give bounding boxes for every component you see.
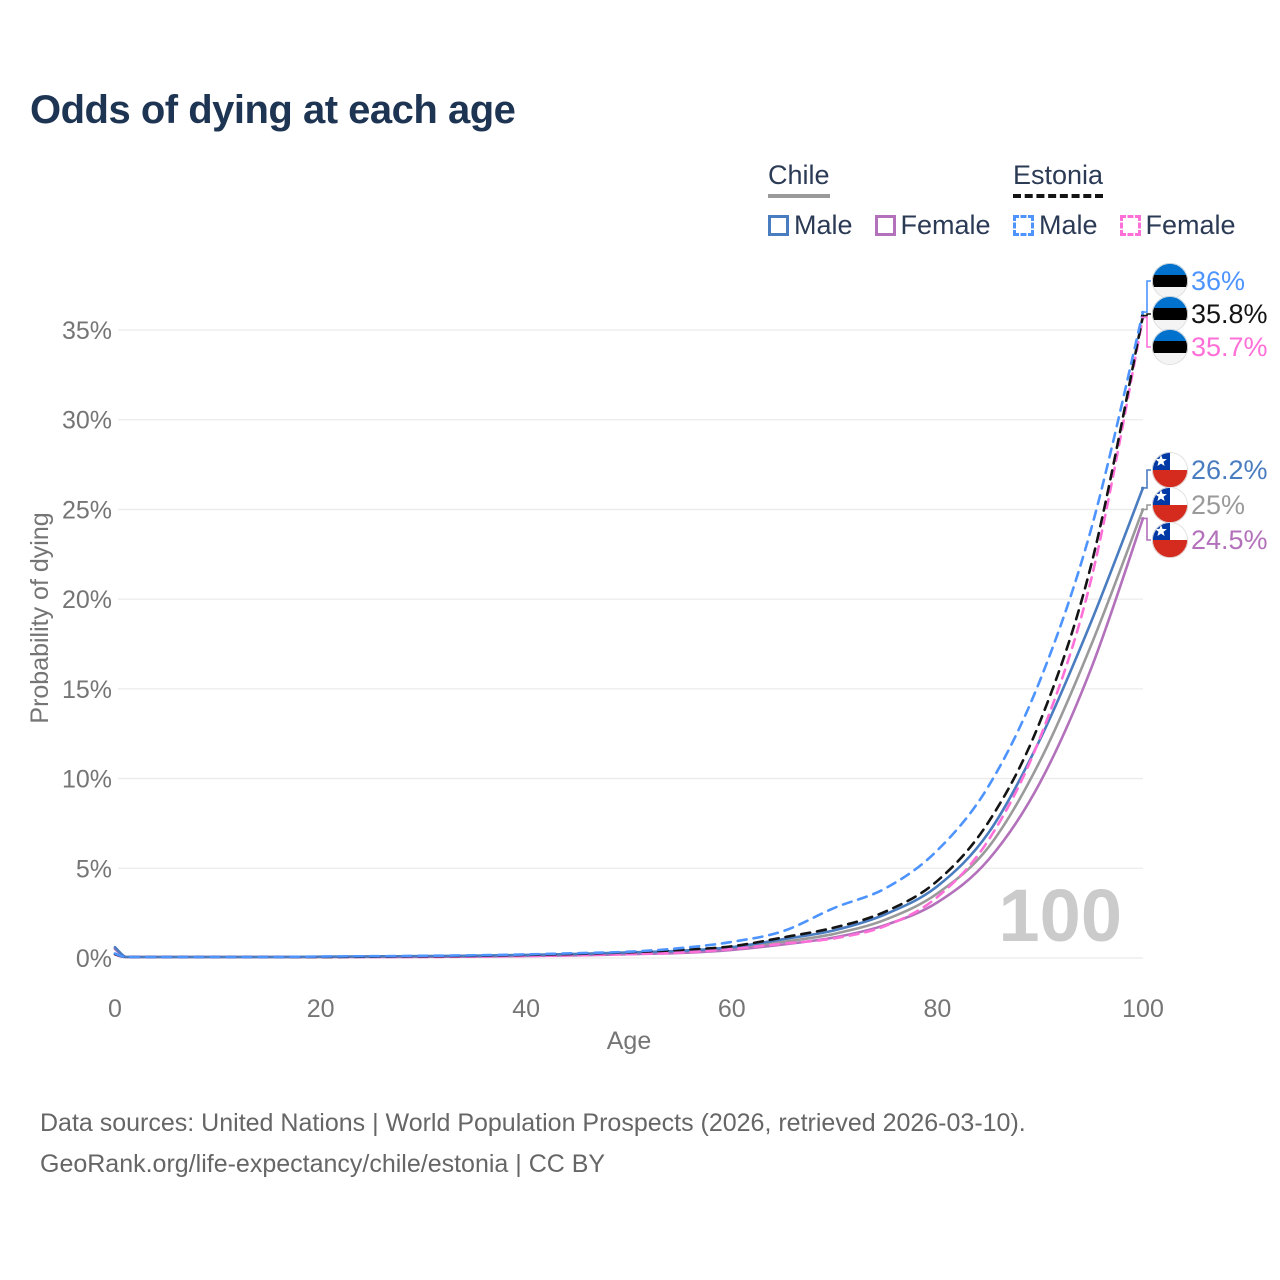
leader-line [1141, 316, 1151, 348]
legend-item-estonia-male: Male [1013, 210, 1098, 241]
license-line: GeoRank.org/life-expectancy/chile/estoni… [40, 1150, 606, 1178]
x-axis-tick-label: 80 [923, 995, 951, 1023]
y-axis-tick-label: 30% [62, 407, 112, 435]
legend-item-chile-female: Female [874, 210, 991, 241]
x-axis-tick-label: 0 [108, 995, 122, 1023]
legend-item-estonia-female: Female [1119, 210, 1236, 241]
end-value-label: 35.8% [1191, 299, 1268, 329]
leader-line [1141, 504, 1151, 511]
source-attribution: Data sources: United Nations | World Pop… [40, 1103, 1026, 1185]
x-axis-tick-label: 100 [1122, 995, 1164, 1023]
end-value-label: 24.5% [1191, 525, 1268, 555]
estonia-female-swatch-icon [1119, 215, 1141, 236]
legend-header-estonia: Estonia [1013, 160, 1236, 198]
y-axis-tick-label: 25% [62, 496, 112, 524]
legend-item-chile-male: Male [768, 210, 853, 241]
x-axis-tick-label: 20 [307, 995, 335, 1023]
chile-flag-icon [1152, 452, 1188, 488]
chile-female-swatch-icon [874, 215, 896, 236]
legend-group-estonia: Estonia Male Female [1013, 160, 1236, 241]
end-value-label: 25% [1191, 490, 1245, 520]
y-axis-tick-label: 5% [76, 855, 112, 883]
y-axis-title: Probability of dying [26, 512, 54, 723]
estonia-male-swatch-icon [1013, 215, 1034, 236]
leader-line [1141, 313, 1151, 317]
end-value-label: 35.7% [1191, 332, 1268, 362]
data-sources-line: Data sources: United Nations | World Pop… [40, 1109, 1026, 1137]
series-line-estonia-male [113, 310, 1145, 959]
watermark-age-label: 100 [999, 874, 1122, 957]
y-axis-tick-label: 35% [62, 317, 112, 345]
page-title: Odds of dying at each age [30, 88, 516, 132]
series-line-chile-male [113, 486, 1145, 959]
estonia-flag-icon [1152, 329, 1188, 365]
legend-header-chile: Chile [768, 160, 991, 198]
estonia-flag-icon [1152, 296, 1188, 332]
series-line-chile-female [113, 517, 1145, 959]
end-value-label: 36% [1191, 266, 1245, 296]
y-axis-tick-label: 20% [62, 586, 112, 614]
leader-line [1141, 469, 1151, 489]
leader-line [1141, 517, 1151, 541]
chile-flag-icon [1152, 487, 1188, 523]
x-axis-title: Age [607, 1027, 651, 1055]
y-axis-tick-label: 0% [76, 945, 112, 973]
leader-line [1141, 280, 1151, 313]
end-value-label: 26.2% [1191, 455, 1268, 485]
chile-male-swatch-icon [768, 215, 789, 236]
y-axis-tick-label: 10% [62, 766, 112, 794]
estonia-flag-icon [1152, 263, 1188, 299]
legend-group-chile: Chile Male Female [768, 160, 991, 241]
x-axis-tick-label: 40 [512, 995, 540, 1023]
x-axis-tick-label: 60 [718, 995, 746, 1023]
chile-flag-icon [1152, 522, 1188, 558]
series-line-chile-total [113, 508, 1145, 959]
y-axis-tick-label: 15% [62, 676, 112, 704]
